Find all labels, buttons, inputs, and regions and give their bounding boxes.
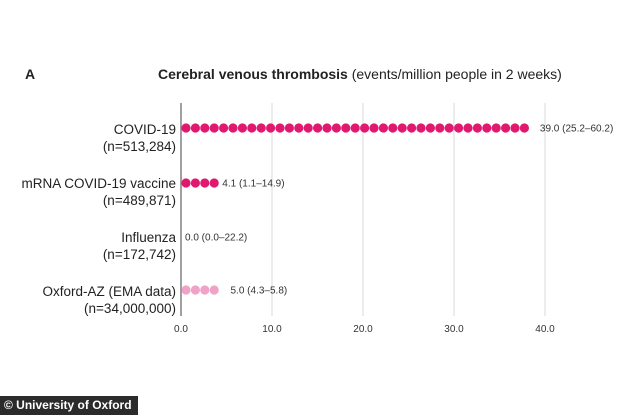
data-label: 39.0 (25.2–60.2) bbox=[540, 124, 613, 135]
bar-dot bbox=[256, 123, 266, 133]
chart-title-bold: Cerebral venous thrombosis bbox=[158, 66, 348, 82]
bar-dot bbox=[228, 123, 238, 133]
x-tick-label: 40.0 bbox=[535, 324, 555, 335]
category-name: mRNA COVID-19 vaccine bbox=[21, 176, 176, 191]
bar-dot bbox=[200, 285, 210, 295]
category-n: (n=34,000,000) bbox=[84, 301, 176, 316]
bar-dot bbox=[209, 178, 219, 188]
bar-dot bbox=[463, 123, 473, 133]
chart-title: Cerebral venous thrombosis (events/milli… bbox=[158, 66, 562, 82]
bar-dot bbox=[331, 123, 341, 133]
x-tick-label: 30.0 bbox=[444, 324, 464, 335]
bar-dot bbox=[397, 123, 407, 133]
bar-dot bbox=[266, 123, 276, 133]
bar-dot bbox=[369, 123, 379, 133]
bar-dot bbox=[341, 123, 351, 133]
bar-dot bbox=[247, 123, 257, 133]
x-tick-label: 0.0 bbox=[174, 324, 188, 335]
bar-dot bbox=[501, 123, 511, 133]
credit-label: © University of Oxford bbox=[0, 396, 138, 415]
bar-dot bbox=[378, 123, 388, 133]
bar-dot bbox=[388, 123, 398, 133]
data-label: 5.0 (4.3–5.8) bbox=[231, 286, 288, 297]
bar-dot bbox=[209, 123, 219, 133]
category-label-influenza: Influenza (n=172,742) bbox=[103, 229, 176, 263]
bar-dot bbox=[491, 123, 501, 133]
panel-letter: A bbox=[25, 66, 36, 82]
category-n: (n=489,871) bbox=[102, 193, 176, 208]
data-label: 0.0 (0.0–22.2) bbox=[185, 233, 247, 244]
chart-title-rest: (events/million people in 2 weeks) bbox=[347, 66, 562, 82]
bar-dot bbox=[190, 285, 200, 295]
bar-dot bbox=[472, 123, 482, 133]
x-tick-label: 20.0 bbox=[353, 324, 373, 335]
bar-dot bbox=[237, 123, 247, 133]
category-label-covid: COVID-19 (n=513,284) bbox=[103, 121, 176, 155]
category-n: (n=172,742) bbox=[102, 247, 176, 262]
bar-dot bbox=[200, 178, 210, 188]
bar-dot bbox=[181, 285, 191, 295]
data-label: 4.1 (1.1–14.9) bbox=[222, 179, 284, 190]
bar-dot bbox=[284, 123, 294, 133]
x-tick-label: 10.0 bbox=[262, 324, 282, 335]
category-name: Oxford-AZ (EMA data) bbox=[42, 284, 176, 299]
bar-dot bbox=[294, 123, 304, 133]
bar-dot bbox=[209, 285, 219, 295]
category-label-oxford-az: Oxford-AZ (EMA data) (n=34,000,000) bbox=[42, 283, 176, 317]
bar-dot bbox=[322, 123, 332, 133]
bar-dot bbox=[219, 123, 229, 133]
category-n: (n=513,284) bbox=[102, 139, 176, 154]
bar-dot bbox=[190, 123, 200, 133]
bar-dot bbox=[190, 178, 200, 188]
category-name: Influenza bbox=[121, 230, 176, 245]
bar-dot bbox=[350, 123, 360, 133]
bar-dot bbox=[181, 178, 191, 188]
bar-dot bbox=[200, 123, 210, 133]
bar-dot bbox=[407, 123, 417, 133]
bar-dot bbox=[454, 123, 464, 133]
bar-dot bbox=[416, 123, 426, 133]
bar-dot bbox=[444, 123, 454, 133]
bar-dot bbox=[313, 123, 323, 133]
bar-dot bbox=[360, 123, 370, 133]
bar-dot bbox=[482, 123, 492, 133]
bar-dot bbox=[181, 123, 191, 133]
bar-dot bbox=[435, 123, 445, 133]
bar-dot bbox=[519, 123, 530, 133]
category-name: COVID-19 bbox=[113, 122, 176, 137]
category-label-mrna: mRNA COVID-19 vaccine (n=489,871) bbox=[21, 175, 176, 209]
bar-dot bbox=[510, 123, 520, 133]
bar-dot bbox=[275, 123, 285, 133]
bar-dot bbox=[425, 123, 435, 133]
bar-dot bbox=[303, 123, 313, 133]
